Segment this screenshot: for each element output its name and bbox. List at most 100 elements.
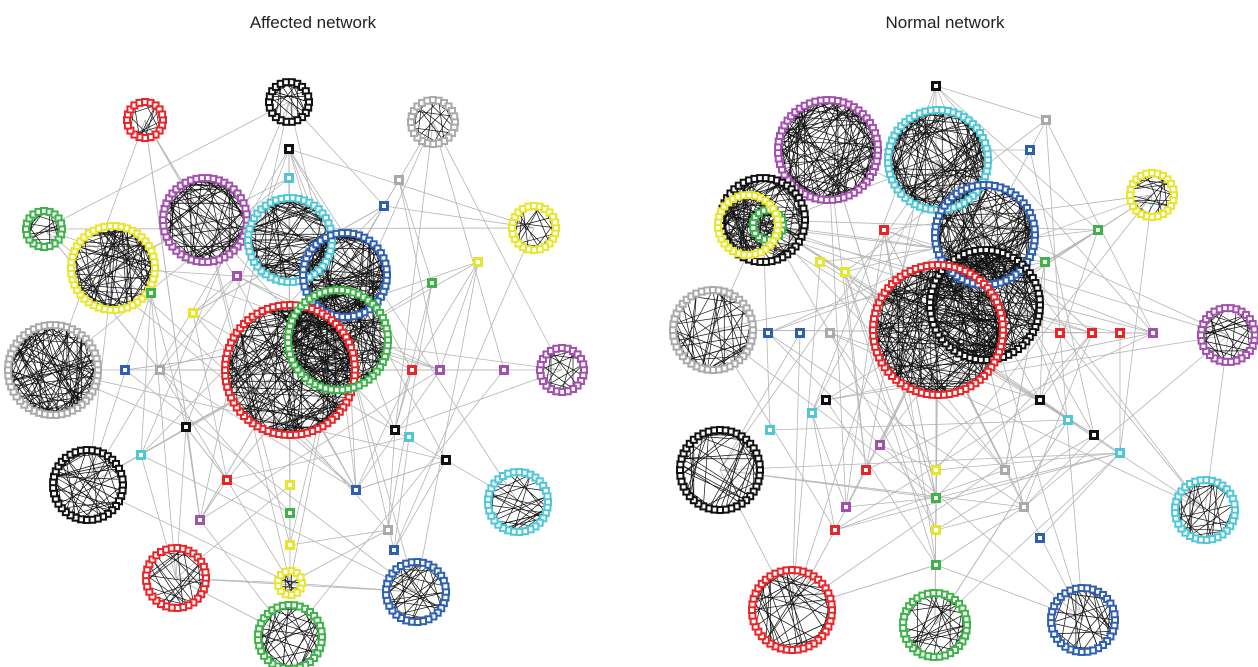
chord (915, 268, 1003, 336)
chord (13, 347, 97, 382)
chord (29, 223, 62, 240)
chord (514, 206, 540, 240)
edge (1023, 434, 1095, 508)
node-center (1090, 331, 1094, 335)
chord (989, 251, 1033, 286)
chord (494, 471, 520, 521)
chord (804, 100, 839, 195)
chord (954, 257, 1014, 260)
chord (294, 296, 365, 365)
chord (691, 293, 697, 364)
chord (1211, 482, 1218, 540)
node-center (386, 528, 390, 532)
chord (905, 273, 998, 303)
node (873, 140, 882, 149)
chord (826, 118, 868, 201)
edge (175, 577, 291, 638)
chord (1178, 496, 1196, 539)
chord (70, 500, 120, 516)
edge (935, 506, 1025, 531)
chord (498, 512, 546, 526)
chord (1201, 314, 1247, 330)
chord (251, 250, 331, 258)
chord (561, 350, 574, 393)
chord (726, 177, 761, 242)
chord (488, 504, 546, 514)
edge (204, 219, 396, 431)
chord (1209, 314, 1255, 330)
chord (1178, 481, 1196, 524)
chord (1092, 589, 1111, 637)
chord (686, 293, 697, 361)
chord (160, 551, 207, 579)
chord (268, 90, 306, 103)
chord (1145, 173, 1164, 215)
chord (930, 128, 978, 210)
node (800, 210, 809, 219)
chord (65, 457, 76, 518)
chord (44, 339, 87, 415)
chord (771, 178, 804, 232)
node-center (502, 368, 506, 372)
chord (438, 100, 445, 142)
node-center (1092, 433, 1096, 437)
chord (76, 228, 128, 247)
edge (791, 529, 836, 611)
chord (72, 256, 111, 311)
node (773, 215, 782, 224)
node-center (1066, 418, 1070, 422)
chord (927, 593, 963, 642)
chord (930, 110, 981, 188)
node-center (235, 274, 239, 278)
edge (829, 332, 1206, 511)
chord (160, 561, 202, 605)
node-center (934, 468, 938, 472)
chord (267, 613, 294, 667)
chord (176, 188, 247, 215)
node-center (225, 478, 229, 482)
edge (935, 506, 1025, 566)
edge (52, 177, 290, 371)
chord (303, 274, 388, 282)
chord (1209, 314, 1220, 361)
chord (905, 273, 995, 298)
node (1230, 500, 1239, 509)
chord (872, 329, 917, 392)
chord (166, 202, 230, 255)
chord (933, 624, 968, 658)
chord (725, 458, 759, 510)
chord (726, 178, 755, 242)
node-center (1118, 331, 1122, 335)
chord (935, 228, 1035, 244)
node-center (934, 84, 938, 88)
chord (488, 480, 540, 500)
chord (784, 104, 850, 175)
chord (1130, 183, 1172, 190)
node (284, 664, 293, 667)
chord (513, 507, 548, 532)
chord (708, 453, 757, 509)
node (748, 320, 757, 329)
node-center (882, 228, 886, 232)
chord (417, 106, 453, 134)
chord (285, 82, 307, 114)
node-center (139, 453, 143, 457)
chord (109, 226, 117, 310)
chord (9, 358, 97, 382)
chord (213, 178, 248, 221)
edge (394, 121, 434, 431)
chord (1070, 590, 1082, 653)
node-center (382, 204, 386, 208)
chord (873, 335, 1001, 348)
edge (393, 459, 447, 551)
chord (1060, 590, 1071, 644)
chord (8, 325, 45, 365)
node (201, 568, 210, 577)
chord (185, 182, 246, 232)
chord (55, 470, 123, 491)
node (543, 492, 552, 501)
chord (889, 145, 983, 183)
chord (725, 436, 742, 510)
node-center (444, 458, 448, 462)
node (682, 356, 691, 365)
